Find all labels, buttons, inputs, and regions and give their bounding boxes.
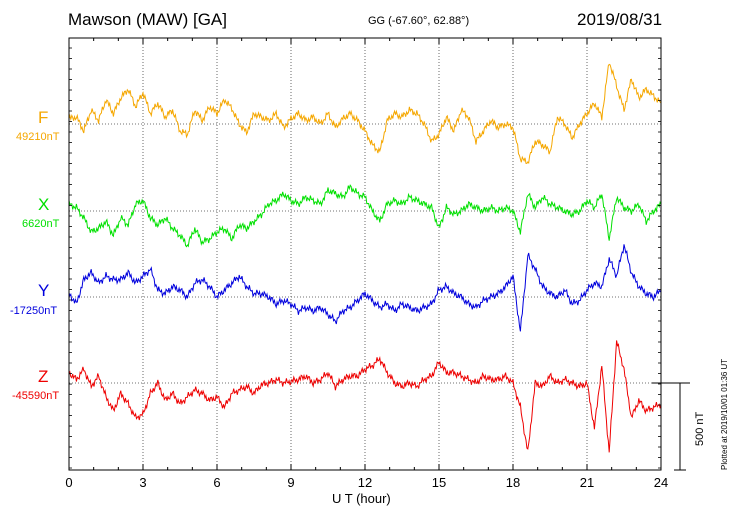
chart-title: Mawson (MAW) [GA] <box>68 10 227 29</box>
x-axis-ticks: 0 3 6 9 12 15 18 21 24 <box>65 38 668 490</box>
station-coordinates: GG (-67.60°, 62.88°) <box>368 15 470 27</box>
chart-date: 2019/08/31 <box>577 10 663 29</box>
x-tick-label: 9 <box>287 475 294 490</box>
channel-baseline-x: 6620nT <box>22 218 60 230</box>
x-axis-label: U T (hour) <box>332 491 391 506</box>
x-tick-label: 21 <box>580 475 594 490</box>
series-line-z <box>68 340 662 453</box>
channel-name-z: Z <box>38 367 49 386</box>
x-tick-label: 24 <box>654 475 668 490</box>
x-tick-label: 6 <box>213 475 220 490</box>
channel-name-f: F <box>38 108 49 127</box>
series-line-y <box>68 244 662 332</box>
x-tick-label: 18 <box>506 475 520 490</box>
channel-baseline-z: -45590nT <box>12 390 60 402</box>
series-line-f <box>68 63 662 165</box>
x-tick-label: 0 <box>65 475 72 490</box>
x-tick-label: 3 <box>139 475 146 490</box>
x-tick-label: 15 <box>432 475 446 490</box>
series-line-x <box>68 184 662 248</box>
chart-series <box>68 63 662 453</box>
x-tick-label: 12 <box>358 475 372 490</box>
channel-baseline-f: 49210nT <box>16 131 60 143</box>
scale-bar <box>652 382 690 471</box>
channel-baseline-y: -17250nT <box>10 305 58 317</box>
channel-name-x: X <box>38 195 50 214</box>
plotted-timestamp: Plotted at 2019/10/01 01:36 UT <box>720 358 729 470</box>
channel-name-y: Y <box>38 281 50 300</box>
scale-bar-label: 500 nT <box>694 411 706 446</box>
